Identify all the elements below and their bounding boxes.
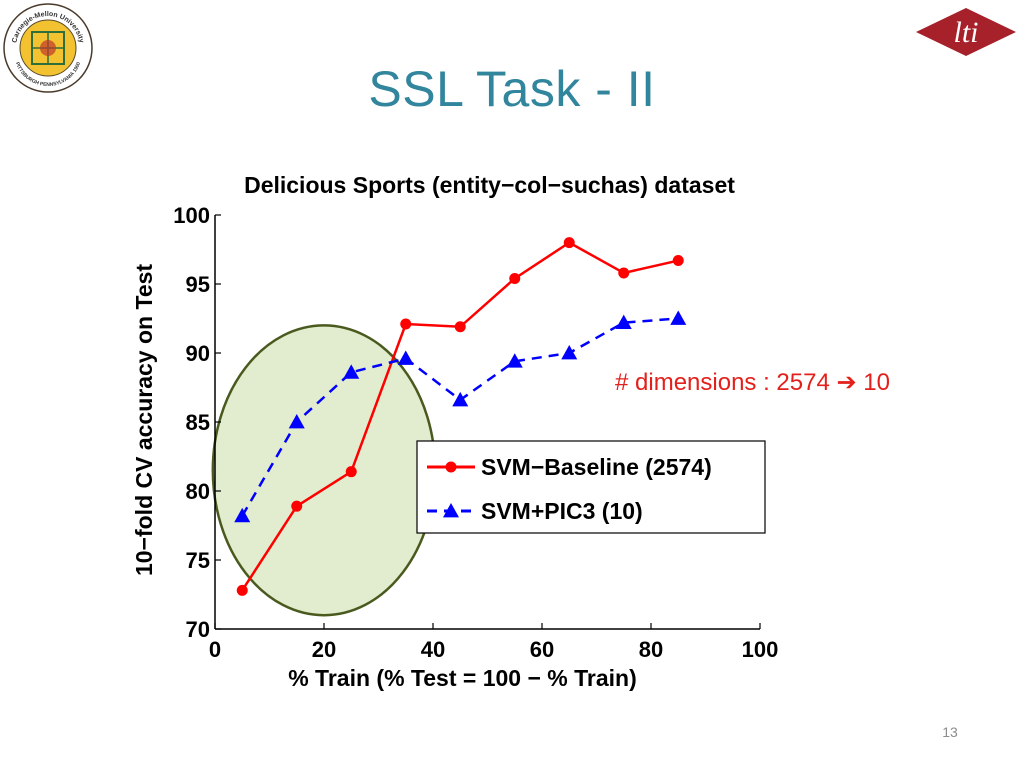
page-number: 13	[942, 724, 958, 740]
data-point	[618, 267, 630, 279]
legend-box	[416, 440, 766, 534]
annotation-text: # dimensions : 2574	[615, 369, 830, 396]
lti-logo-text: lti	[953, 16, 978, 49]
data-point	[454, 321, 466, 333]
x-axis-label: % Train (% Test = 100 − % Train)	[288, 665, 637, 691]
legend: SVM−Baseline (2574) SVM+PIC3 (10)	[416, 440, 766, 534]
data-point	[397, 350, 414, 365]
x-tick-label: 40	[421, 637, 445, 662]
series-svm-pic3	[234, 310, 687, 523]
y-tick-label: 85	[186, 410, 210, 435]
data-point	[672, 255, 684, 267]
x-tick-label: 20	[312, 637, 336, 662]
data-point	[291, 500, 303, 512]
y-axis-label: 10−fold CV accuracy on Test	[131, 264, 157, 576]
x-tick-label: 0	[209, 637, 221, 662]
data-point	[400, 318, 412, 330]
y-tick-label: 95	[186, 272, 210, 297]
data-point	[509, 272, 521, 284]
data-point	[670, 310, 687, 325]
y-tick-label: 100	[173, 203, 210, 228]
y-tick-label: 90	[186, 341, 210, 366]
y-tick-label: 75	[186, 548, 210, 573]
right-arrow-icon: ➔	[836, 369, 857, 396]
data-point	[345, 466, 357, 478]
legend-swatch-marker	[445, 461, 457, 473]
x-tick-label: 100	[742, 637, 779, 662]
data-point	[288, 414, 305, 429]
data-point	[561, 345, 578, 360]
legend-entry: SVM+PIC3 (10)	[481, 498, 643, 524]
data-point	[452, 391, 469, 407]
data-point	[236, 584, 248, 596]
x-tick-label: 80	[639, 637, 663, 662]
y-tick-label: 80	[186, 479, 210, 504]
legend-entry: SVM−Baseline (2574)	[481, 454, 712, 480]
data-point	[563, 237, 575, 249]
chart-title: Delicious Sports (entity−col−suchas) dat…	[244, 172, 735, 198]
highlight-ellipse	[211, 324, 437, 617]
dimensions-annotation: # dimensions : 2574 ➔ 10	[615, 368, 890, 397]
series-svm-baseline	[236, 237, 684, 596]
data-point	[506, 353, 523, 368]
data-point	[343, 364, 360, 379]
lti-diamond-icon: lti	[916, 8, 1016, 56]
data-point	[615, 314, 632, 330]
cmu-seal-icon: Carnegie-Mellon University PITTSBURGH PE…	[3, 3, 93, 93]
annotation-target: 10	[863, 369, 890, 396]
slide-title: SSL Task - II	[368, 61, 656, 117]
data-point	[234, 507, 251, 523]
y-tick-label: 70	[186, 617, 210, 642]
legend-swatch-marker	[443, 503, 459, 518]
x-tick-label: 60	[530, 637, 554, 662]
